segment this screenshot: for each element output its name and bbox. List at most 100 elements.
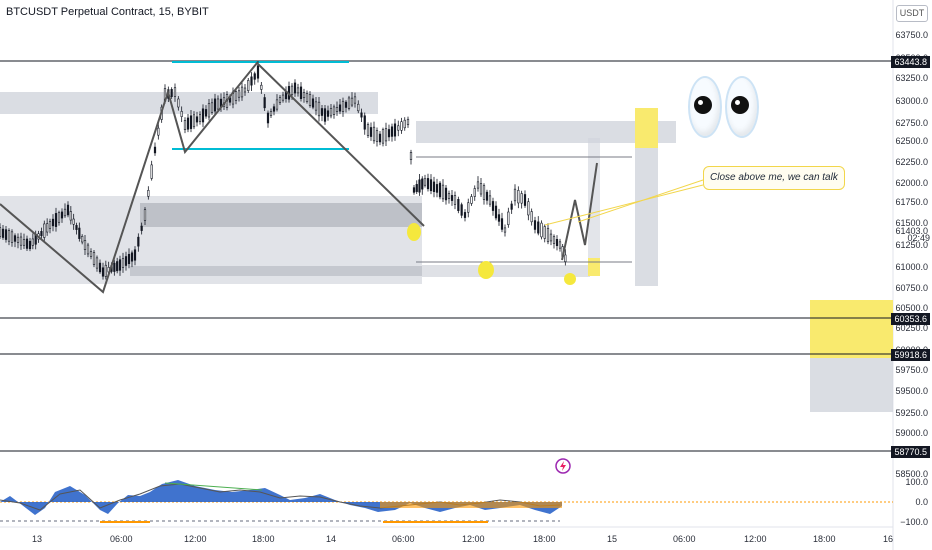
yellow-dot-3[interactable] [564, 273, 576, 285]
candle-body [412, 187, 416, 193]
price-label: 59750.0 [895, 365, 928, 375]
candle-body [378, 133, 382, 143]
candles-group [0, 60, 567, 280]
price-label: 63000.0 [895, 96, 928, 106]
price-label: 59250.0 [895, 408, 928, 418]
price-label: 61000.0 [895, 262, 928, 272]
candle-body [308, 94, 312, 106]
candle-body [299, 86, 303, 100]
candle-body [69, 211, 72, 221]
candle-body [147, 190, 150, 197]
candle-body [180, 111, 183, 117]
oscillator-pane[interactable] [0, 480, 893, 523]
candle-body [153, 146, 157, 154]
candle-body [48, 221, 52, 229]
candle-body [157, 127, 160, 136]
candle-body [210, 102, 214, 113]
yellow-zone-right[interactable] [635, 108, 658, 148]
zone-upper-right[interactable] [416, 121, 676, 143]
candle-body [124, 256, 128, 266]
time-label: 14 [326, 534, 337, 544]
candle-body [250, 76, 253, 86]
candle-body [213, 98, 217, 112]
yellow-zone-far-right[interactable] [810, 300, 893, 358]
currency-button[interactable]: USDT [896, 5, 928, 22]
time-label: 12:00 [744, 534, 767, 544]
candle-body [523, 194, 527, 206]
zigzag-line[interactable] [0, 61, 425, 294]
candle-body [527, 201, 530, 216]
candle-body [467, 202, 470, 213]
candle-body [177, 98, 180, 108]
glint-right [735, 100, 740, 105]
candle-body [133, 249, 137, 261]
candle-body [237, 90, 241, 98]
candle-body [75, 225, 78, 230]
candle-body [400, 121, 403, 131]
price-level-tag: 58770.5 [891, 446, 930, 458]
candle-body [438, 182, 442, 198]
candle-body [0, 227, 2, 237]
osc-orange-band-2 [100, 521, 150, 523]
price-label: 61250.0 [895, 240, 928, 250]
gray-zone-far-right[interactable] [810, 358, 893, 412]
zone-base[interactable] [130, 266, 422, 276]
candle-body [19, 236, 23, 246]
candle-body [317, 101, 321, 117]
candle-body [195, 116, 199, 123]
candle-body [234, 91, 238, 101]
candle-body [275, 99, 279, 110]
candle-body [98, 262, 102, 273]
candle-body [447, 193, 451, 199]
candle-body [546, 227, 550, 243]
price-label: 62250.0 [895, 157, 928, 167]
yellow-dot-1[interactable] [407, 223, 421, 241]
candle-body [104, 264, 107, 277]
yellow-dot-2[interactable] [478, 261, 494, 279]
candle-body [558, 241, 562, 249]
candle-body [403, 119, 406, 129]
time-label: 06:00 [392, 534, 415, 544]
candle-body [488, 195, 492, 205]
candle-body [7, 230, 11, 242]
projection-line[interactable] [561, 162, 598, 261]
candle-body [189, 115, 193, 129]
candle-body [1, 228, 5, 238]
pupil-right [731, 96, 749, 114]
price-label: 58500.0 [895, 469, 928, 479]
osc-divergence-line [164, 482, 263, 491]
zone-small-right[interactable] [422, 265, 590, 277]
candle-body [266, 112, 270, 124]
pupil-left [694, 96, 712, 114]
candle-body [305, 93, 309, 102]
candle-body [57, 212, 61, 223]
candle-body [253, 73, 256, 80]
candle-body [116, 261, 119, 272]
candle-body [406, 118, 410, 126]
candle-body [66, 204, 70, 216]
candle-body [60, 211, 64, 219]
lightning-alert-icon[interactable] [555, 458, 571, 474]
zone-vertical-right[interactable] [635, 147, 658, 286]
candle-body [513, 188, 517, 202]
candle-body [302, 92, 306, 99]
yellow-box-small[interactable] [588, 258, 600, 276]
candle-body [338, 104, 342, 112]
symbol-title[interactable]: BTCUSDT Perpetual Contract, 15, BYBIT [6, 6, 209, 18]
candle-body [357, 103, 360, 112]
price-label: 61500.0 [895, 218, 928, 228]
candle-body [314, 101, 318, 111]
candle-body [137, 236, 140, 247]
zone-range-box[interactable] [588, 138, 600, 268]
zone-mid-dark[interactable] [140, 203, 422, 227]
callout-note[interactable]: Close above me, we can talk [703, 166, 845, 190]
candle-body [460, 204, 463, 216]
candle-body [332, 106, 336, 116]
candle-body [170, 89, 173, 97]
candle-body [463, 212, 467, 218]
candle-body [4, 229, 8, 240]
price-label: 59000.0 [895, 428, 928, 438]
candle-body [387, 129, 391, 138]
